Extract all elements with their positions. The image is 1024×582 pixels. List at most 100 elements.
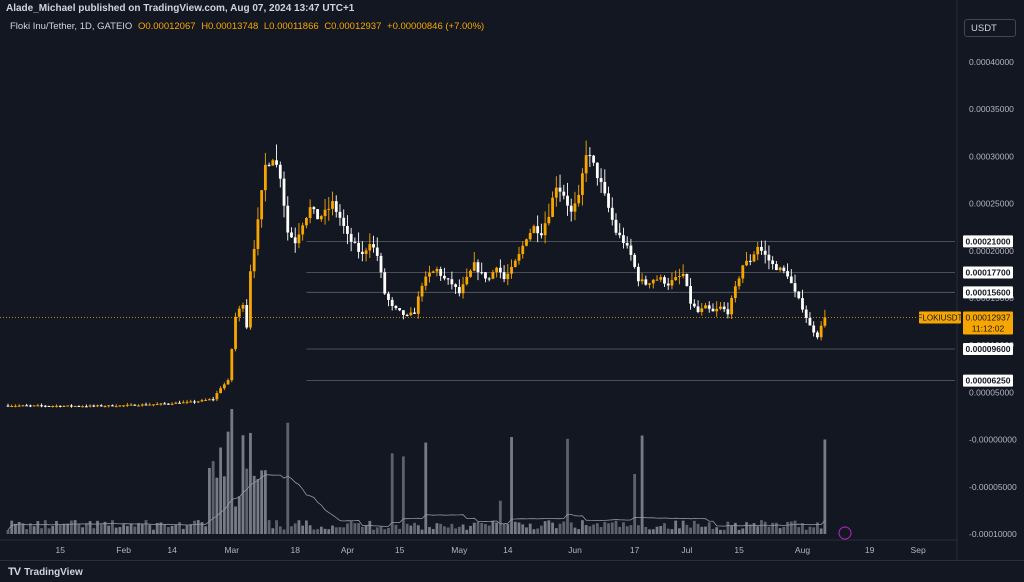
volume-bar [114, 527, 118, 534]
y-tick-label: 0.00030000 [969, 151, 1014, 161]
candle-body [636, 266, 640, 282]
volume-bar [592, 524, 596, 534]
candle-body [786, 271, 789, 277]
price-level-label: 0.00015600 [966, 287, 1011, 297]
volume-bar [640, 435, 644, 534]
candle-body [513, 260, 517, 267]
candle-body [17, 405, 21, 407]
volume-bar [543, 521, 547, 534]
volume-bar [760, 520, 763, 534]
candle-body [40, 405, 43, 407]
volume-bar [249, 432, 252, 534]
volume-bar [215, 477, 219, 534]
candle-body [618, 232, 622, 236]
candle-body [211, 399, 215, 401]
candle-body [364, 250, 368, 254]
volume-bar [327, 529, 331, 534]
candle-body [774, 264, 778, 271]
volume-bar [230, 409, 234, 534]
volume-bar [726, 521, 730, 534]
volume-bar [502, 523, 506, 534]
volume-bar [510, 437, 513, 534]
candle-body [517, 254, 521, 261]
candle-body [748, 260, 752, 262]
candle-body [241, 304, 245, 309]
candle-body [51, 405, 55, 407]
candle-body [707, 305, 711, 309]
volume-bar [152, 529, 155, 534]
candle-body [640, 279, 644, 282]
volume-bar [409, 525, 413, 534]
volume-bar [681, 520, 685, 534]
volume-bar [297, 520, 301, 534]
candle-body [599, 178, 603, 182]
candle-body [159, 403, 163, 405]
volume-bar [208, 468, 211, 534]
volume-bar [234, 506, 237, 534]
legend-change: +0.00000846 (+7.00%) [387, 21, 485, 32]
volume-bar [193, 520, 196, 534]
candle-body [387, 293, 390, 300]
volume-bar [525, 527, 528, 534]
candle-body [394, 305, 398, 309]
candle-body [588, 155, 592, 157]
y-tick-label: 0.00005000 [969, 387, 1014, 397]
volume-bar [573, 527, 577, 534]
candle-body [674, 277, 678, 281]
candle-body [360, 251, 364, 254]
brand[interactable]: TV TradingView [8, 566, 83, 578]
candle-body [573, 203, 577, 212]
candle-body [390, 299, 394, 306]
volume-bar [375, 527, 379, 534]
volume-bar [439, 523, 443, 534]
candle-body [547, 216, 551, 224]
y-tick-label: 0.00025000 [969, 199, 1014, 209]
candle-body [77, 406, 81, 408]
price-chart[interactable]: 0.00040000 0.00035000 0.00030000 0.00025000… [0, 0, 1024, 560]
candle-body [428, 272, 431, 277]
volume-bar [745, 522, 748, 534]
price-level-badge [963, 235, 1013, 248]
candle-body [454, 284, 457, 287]
candle-body [252, 248, 256, 272]
volume-bar [383, 529, 387, 534]
publisher-info: Alade_Michael published on TradingView.c… [6, 3, 355, 14]
volume-bar [644, 526, 648, 534]
tradingview-logo-icon: TV [8, 566, 21, 578]
volume-bar [62, 523, 66, 534]
volume-bar [659, 525, 663, 534]
volume-bar [618, 526, 622, 534]
volume-bar [263, 470, 267, 534]
candle-body [532, 226, 536, 233]
candle-body [193, 401, 196, 403]
volume-bar [185, 525, 189, 534]
currency-button[interactable]: USDT [964, 19, 1016, 37]
y-tick-label: 0.00035000 [969, 104, 1014, 114]
candle-body [401, 310, 405, 315]
volume-bar [66, 523, 70, 534]
price-level-label: 0.00006250 [966, 376, 1011, 386]
volume-bar [189, 524, 193, 534]
candle-body [778, 267, 782, 271]
price-level-label: 0.00021000 [966, 236, 1011, 246]
candle-body [219, 388, 223, 394]
volume-bar [387, 528, 390, 534]
volume-bar [443, 526, 446, 534]
candle-body [308, 207, 312, 218]
candle-body [622, 235, 625, 244]
candle-body [648, 283, 651, 285]
candle-body [502, 272, 506, 280]
candle-body [420, 285, 424, 297]
candle-body [461, 284, 465, 294]
candle-body [741, 265, 745, 279]
x-tick-label: 15 [734, 545, 744, 555]
candle-body [215, 393, 219, 400]
volume-bar [290, 526, 293, 534]
volume-bar [81, 527, 84, 534]
x-tick-label: 18 [290, 545, 300, 555]
candle-body [431, 271, 435, 273]
candle-body [737, 278, 741, 287]
candle-body [125, 404, 129, 406]
candle-body [25, 405, 29, 407]
volume-bar [465, 529, 469, 534]
